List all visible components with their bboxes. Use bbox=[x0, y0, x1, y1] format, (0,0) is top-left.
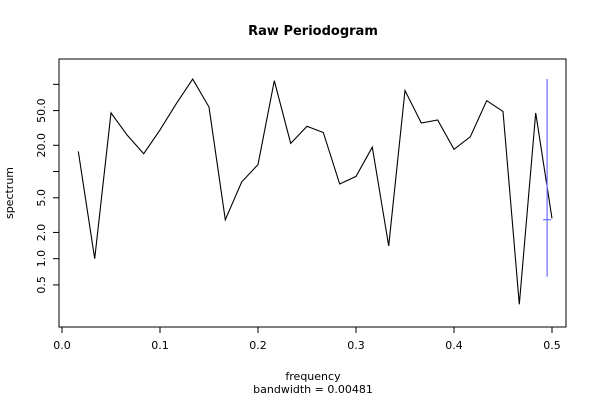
y-tick-label: 2.0 bbox=[35, 224, 48, 242]
y-axis-label: spectrum bbox=[3, 167, 16, 219]
y-tick-label: 5.0 bbox=[35, 189, 48, 207]
x-tick-label: 0.1 bbox=[151, 339, 169, 352]
x-axis: 0.0 0.1 0.2 0.3 0.4 0.5 bbox=[53, 326, 561, 352]
y-tick-label: 0.5 bbox=[35, 276, 48, 294]
y-tick-label: 50.0 bbox=[35, 98, 48, 123]
bandwidth-label: bandwidth = 0.00481 bbox=[253, 383, 373, 396]
series-line bbox=[77, 78, 553, 305]
y-tick-label: 20.0 bbox=[35, 133, 48, 158]
x-tick-label: 0.3 bbox=[347, 339, 365, 352]
series-layer bbox=[77, 78, 553, 305]
y-axis: 0.5 1.0 2.0 5.0 20.0 50.0 bbox=[35, 83, 60, 294]
x-axis-label: frequency bbox=[285, 370, 341, 383]
x-tick-label: 0.2 bbox=[249, 339, 267, 352]
x-tick-label: 0.4 bbox=[445, 339, 463, 352]
x-tick-label: 0.0 bbox=[53, 339, 71, 352]
plot-frame bbox=[58, 58, 567, 328]
chart-title: Raw Periodogram bbox=[248, 24, 378, 39]
confidence-interval-bar bbox=[543, 79, 552, 277]
y-tick-label: 1.0 bbox=[35, 250, 48, 268]
x-tick-label: 0.5 bbox=[543, 339, 561, 352]
